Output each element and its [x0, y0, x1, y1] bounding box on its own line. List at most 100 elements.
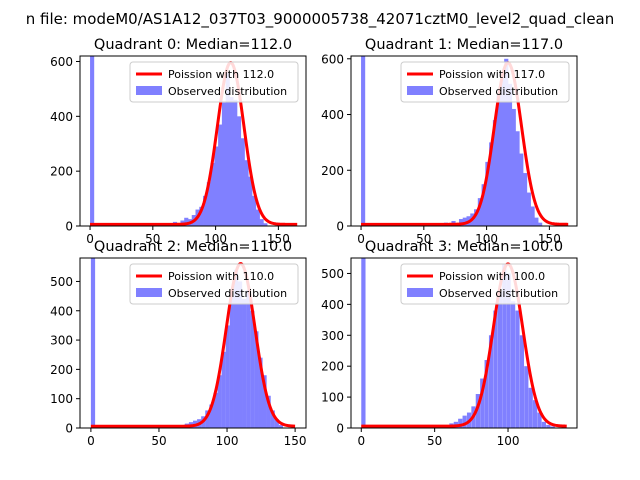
legend-box [129, 263, 299, 305]
panel-title: Quadrant 1: Median=117.0 [365, 37, 563, 53]
y-tick-label: 500 [50, 275, 73, 289]
y-tick-label: 0 [336, 422, 344, 436]
x-tick-label: 100 [204, 232, 227, 246]
legend-label-observed: Observed distribution [439, 287, 558, 300]
hist-bar [225, 72, 230, 226]
hist-bar [530, 206, 535, 226]
y-tick-label: 200 [321, 164, 344, 178]
x-tick-label: 0 [86, 232, 94, 246]
hist-bar [481, 184, 486, 226]
legend-label-observed: Observed distribution [168, 85, 287, 98]
axes-frame [350, 55, 578, 227]
axes-frame [79, 55, 307, 227]
hist-bar [221, 102, 227, 226]
plot-area [360, 56, 570, 226]
legend-box [400, 61, 570, 103]
y-tick-label: 0 [65, 220, 73, 234]
legend: Poission with 100.0 Observed distribution [400, 263, 570, 305]
hist-bar [361, 258, 366, 428]
legend-box [400, 263, 570, 305]
hist-bar [221, 351, 226, 428]
hist-bar [534, 217, 539, 226]
y-tick-label: 200 [321, 360, 344, 374]
hist-bar [266, 395, 271, 428]
hist-bar [236, 116, 242, 226]
legend-label-observed: Observed distribution [168, 287, 287, 300]
legend: Poission with 112.0 Observed distribution [129, 61, 299, 103]
legend-label-poisson: Poission with 100.0 [439, 270, 545, 283]
x-tick-label: 0 [87, 434, 95, 448]
hist-bar [506, 273, 511, 428]
x-tick-label: 50 [145, 232, 160, 246]
hist-bar [510, 301, 516, 428]
hist-bar [233, 269, 239, 428]
hist-bar [528, 387, 533, 428]
y-tick-label: 300 [50, 334, 73, 348]
hist-bar [458, 418, 463, 428]
x-tick-label: 50 [416, 232, 431, 246]
y-tick-label: 400 [321, 108, 344, 122]
hist-bar [244, 160, 249, 226]
hist-bar [270, 410, 275, 428]
poisson-line [89, 61, 299, 226]
hist-bar [477, 198, 482, 226]
hist-bar [500, 72, 505, 226]
hist-bar [214, 146, 219, 226]
hist-bar [515, 310, 520, 428]
hist-bar [488, 335, 494, 428]
hist-bar [523, 173, 528, 226]
y-tick-label: 500 [321, 267, 344, 281]
x-tick-label: 0 [357, 434, 365, 448]
hist-bar [507, 83, 513, 226]
hist-bar [361, 56, 366, 226]
legend-patch-swatch [136, 86, 162, 95]
hist-bar [496, 95, 501, 226]
panel-2: 0 50 100 150 0 100 200 300 400 500 Quadrant 2: Med… [50, 239, 306, 448]
legend-label-observed: Observed distribution [439, 85, 558, 98]
y-tick-label: 100 [50, 392, 73, 406]
hist-bar [541, 421, 547, 428]
y-tick-label: 300 [321, 329, 344, 343]
hist-bar [492, 120, 498, 226]
hist-bar [229, 296, 234, 428]
y-tick-label: 0 [336, 220, 344, 234]
panel-1: 0 50 100 150 0 200 400 600 Quadrant 1: Median=11… [321, 37, 578, 246]
hist-bar [213, 392, 218, 428]
hist-bar [248, 176, 253, 226]
x-tick-label: 100 [475, 232, 498, 246]
hist-bar [475, 394, 480, 428]
hist-bar [90, 56, 95, 226]
legend: Poission with 110.0 Observed distribution [129, 263, 299, 305]
hist-bar [519, 153, 524, 226]
legend-box [129, 61, 299, 103]
legend-label-poisson: Poission with 112.0 [168, 68, 274, 81]
panel-0: 0 50 100 150 0 200 400 600 Quadrant 0: Median=11… [50, 37, 307, 246]
legend-label-poisson: Poission with 110.0 [168, 270, 274, 283]
legend: Poission with 117.0 Observed distribution [400, 61, 570, 103]
hist-bar [546, 424, 551, 428]
hist-bar [493, 310, 498, 428]
x-tick-label: 150 [267, 232, 290, 246]
hist-bar [203, 195, 208, 226]
hist-bar [90, 258, 96, 428]
hist-bar [537, 412, 542, 428]
hist-bar [250, 310, 255, 428]
hist-bar [502, 264, 507, 428]
hist-bar [258, 357, 263, 428]
x-tick-label: 50 [427, 434, 442, 448]
panel-3: 0 50 100 0 100 200 300 400 500 Quadrant 3: Median… [321, 239, 578, 448]
hist-bar [225, 325, 230, 428]
hist-bar [274, 419, 279, 428]
hist-bar [485, 161, 490, 226]
hist-bar [209, 404, 214, 428]
y-tick-label: 100 [321, 391, 344, 405]
hist-bar [237, 281, 243, 428]
hist-bar [538, 222, 543, 226]
hist-bar [480, 378, 485, 428]
y-tick-label: 200 [50, 165, 73, 179]
hist-bar [246, 290, 251, 428]
hist-bar [484, 360, 489, 428]
plot-area [360, 258, 568, 428]
hist-bar [511, 108, 516, 226]
